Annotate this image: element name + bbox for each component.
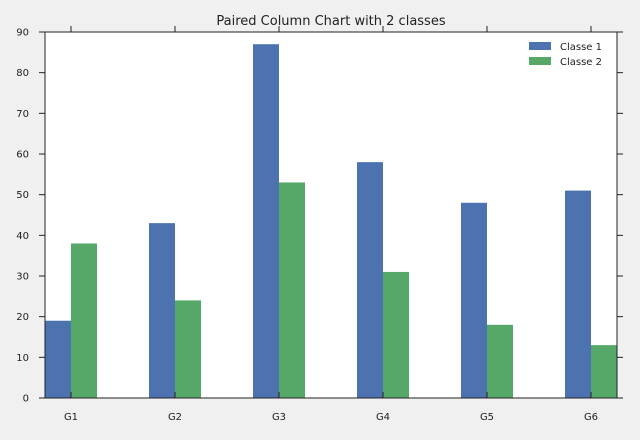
chart-title: Paired Column Chart with 2 classes [216,14,445,29]
plot-frame [44,31,618,399]
bar-2-g4 [383,271,409,398]
bars-group [45,44,617,398]
x-tick-label: G2 [168,412,182,423]
bar-1-g5 [461,202,487,398]
plot-area [45,32,617,398]
y-tick-label: 90 [16,28,29,39]
legend-swatch [529,57,551,65]
bar-1-g3 [253,44,279,398]
bar-2-g3 [279,182,305,398]
y-tick-label: 0 [23,394,29,405]
bar-2-g6 [591,345,617,398]
x-tick-label: G6 [584,412,598,423]
legend-label: Classe 1 [560,42,602,53]
y-tick-label: 80 [16,68,29,79]
y-tick-label: 40 [16,231,29,242]
legend: Classe 1 Classe 2 [529,42,602,68]
bar-1-g2 [149,223,175,398]
legend-swatch [529,42,551,50]
bar-1-g4 [357,162,383,398]
y-tick-label: 20 [16,312,29,323]
bar-2-g2 [175,300,201,398]
x-tick-label: G4 [376,412,390,423]
bar-2-g1 [71,243,97,398]
y-tick-label: 70 [16,109,29,120]
y-tick-label: 30 [16,272,29,283]
legend-label: Classe 2 [560,57,602,68]
ticks-group: G1 G2 G3 G4 G5 G6 0 10 20 30 40 50 60 70 80 90 [16,26,623,423]
bar-2-g5 [487,324,513,398]
y-tick-label: 50 [16,190,29,201]
x-tick-label: G5 [480,412,494,423]
x-tick-label: G3 [272,412,286,423]
y-tick-label: 60 [16,150,29,161]
y-tick-label: 10 [16,353,29,364]
bar-1-g6 [565,190,591,398]
bar-1-g1 [45,320,71,398]
x-tick-label: G1 [64,412,78,423]
